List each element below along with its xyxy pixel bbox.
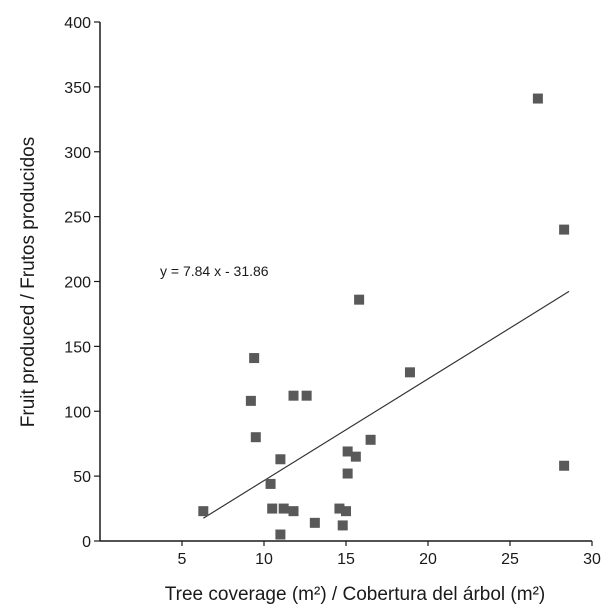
data-point <box>350 451 361 462</box>
y-ticks: 0 50 100 150 200 250 300 350 400 <box>64 15 100 551</box>
data-point <box>249 353 260 364</box>
data-point <box>342 446 353 457</box>
data-points <box>198 93 570 540</box>
data-point <box>341 506 351 517</box>
x-tick-label: 25 <box>501 551 519 568</box>
data-point <box>559 460 570 471</box>
data-point <box>288 506 299 517</box>
data-point <box>250 432 261 443</box>
data-point <box>275 529 286 540</box>
x-tick-label: 30 <box>583 551 601 568</box>
y-tick-label: 0 <box>82 534 91 551</box>
data-point <box>301 390 312 401</box>
y-axis-title: Fruit produced / Frutos producidos <box>18 137 39 427</box>
data-point <box>245 395 256 406</box>
x-tick-label: 5 <box>178 551 187 568</box>
data-point <box>404 367 415 378</box>
y-tick-label: 300 <box>64 145 91 162</box>
data-point <box>275 454 286 465</box>
data-point <box>265 478 276 489</box>
trendline-equation: y = 7.84 x - 31.86 <box>160 263 269 279</box>
x-tick-label: 20 <box>419 551 437 568</box>
data-point <box>559 224 570 235</box>
y-tick-label: 150 <box>64 339 91 356</box>
data-point <box>267 503 278 514</box>
data-point <box>278 503 289 514</box>
y-tick-label: 250 <box>64 210 91 227</box>
y-tick-label: 200 <box>64 275 91 292</box>
data-point <box>365 434 376 445</box>
y-tick-label: 400 <box>64 15 91 32</box>
data-point <box>334 503 345 514</box>
x-tick-label: 10 <box>255 551 273 568</box>
data-point <box>532 93 543 104</box>
data-point <box>342 468 353 479</box>
y-tick-label: 100 <box>64 404 91 421</box>
axes: 0 50 100 150 200 250 300 350 400 5 10 15 20 25 30 <box>64 15 601 568</box>
x-axis-title: Tree coverage (m²) / Cobertura del árbol… <box>165 584 545 605</box>
data-point <box>198 506 209 517</box>
x-tick-label: 15 <box>337 551 355 568</box>
y-tick-label: 50 <box>73 469 91 486</box>
data-point <box>309 517 320 528</box>
data-point <box>288 390 299 401</box>
trendline <box>203 290 570 519</box>
data-point <box>337 520 348 531</box>
data-point <box>354 294 365 305</box>
x-ticks: 5 10 15 20 25 30 <box>178 541 601 568</box>
y-tick-label: 350 <box>64 80 91 97</box>
